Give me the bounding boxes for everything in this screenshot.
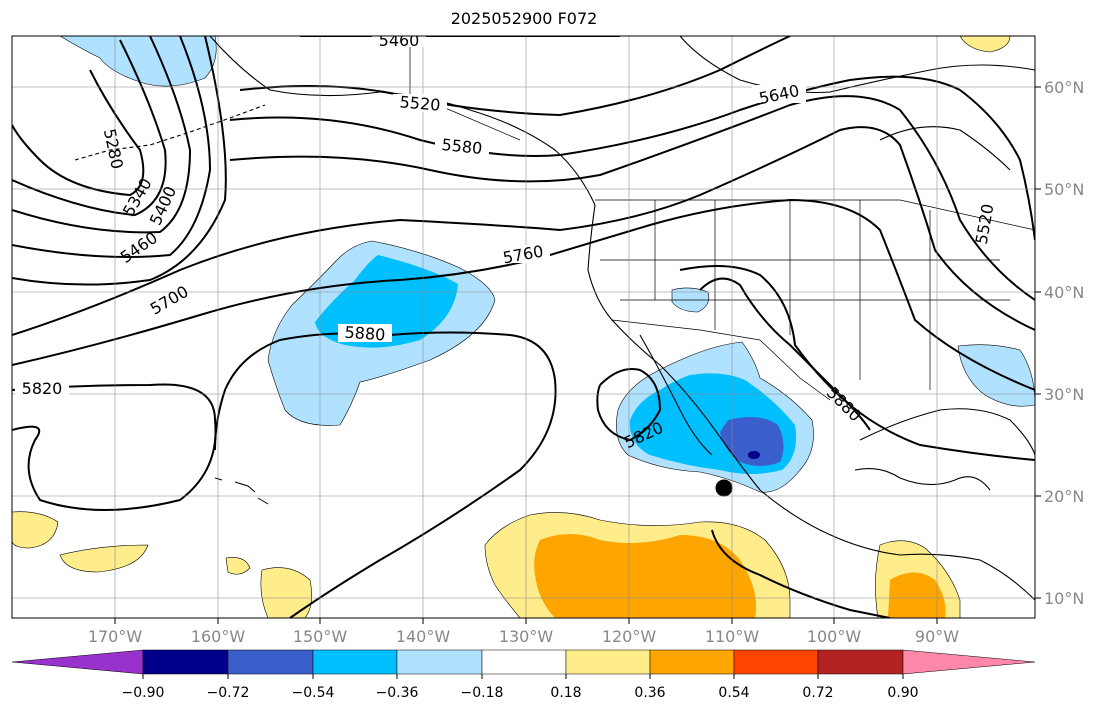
height-contours bbox=[12, 36, 1035, 618]
positive-anomaly-west bbox=[12, 511, 59, 549]
colorbar-tick-label: −0.72 bbox=[207, 685, 250, 701]
colorbar-ticks: −0.90 −0.72 −0.54 −0.36 −0.18 0.18 0.36 … bbox=[122, 674, 919, 701]
colorbar-segment bbox=[227, 649, 314, 675]
positive-anomaly-small bbox=[225, 557, 251, 575]
colorbar-tick-label: −0.18 bbox=[461, 685, 504, 701]
contour-5400 bbox=[12, 36, 192, 234]
contour-5580 bbox=[229, 75, 1035, 241]
colorbar-segment bbox=[142, 649, 229, 675]
positive-anomaly-east-pacific-core bbox=[534, 534, 756, 618]
colorbar-tick-label: −0.54 bbox=[292, 685, 335, 701]
colorbar-segment bbox=[396, 649, 483, 675]
contour-5760 bbox=[12, 198, 1035, 391]
colorbar-tick-label: 0.54 bbox=[718, 685, 749, 701]
north-america-west-coast bbox=[587, 204, 1035, 601]
gulf-coast bbox=[859, 408, 1035, 456]
contour-5820 bbox=[12, 265, 1035, 511]
contour-5340 bbox=[12, 39, 167, 217]
contour-label: 5580 bbox=[441, 135, 483, 158]
colorbar-segment bbox=[649, 649, 735, 675]
negative-anomaly-mexico-max bbox=[748, 451, 760, 459]
contour-labels: 5460 5520 5580 5640 5280 5340 5400 5460 … bbox=[15, 31, 997, 452]
us-canada-border bbox=[595, 199, 1035, 231]
lat-tick-label: 50°N bbox=[1044, 180, 1084, 199]
contour-label: 5520 bbox=[399, 92, 441, 114]
lat-tick-label: 20°N bbox=[1044, 487, 1084, 506]
lon-tick-label: 120°W bbox=[602, 627, 657, 646]
map-area: 5460 5520 5580 5640 5280 5340 5400 5460 … bbox=[12, 31, 1035, 618]
colorbar-tick-label: 0.72 bbox=[802, 685, 833, 701]
positive-anomaly-dateline bbox=[59, 544, 149, 573]
colorbar-extend-high bbox=[902, 649, 1036, 675]
contour-label: 5460 bbox=[379, 31, 420, 50]
contour-5700 bbox=[12, 126, 1035, 336]
colorbar-segment bbox=[312, 649, 398, 675]
contour-5640 bbox=[229, 95, 1035, 301]
aleutians bbox=[74, 104, 266, 161]
negative-anomaly-mexico-strong bbox=[720, 416, 784, 466]
lon-tick-label: 140°W bbox=[396, 627, 451, 646]
lon-tick-label: 110°W bbox=[705, 627, 760, 646]
hawaii-islands bbox=[214, 477, 269, 505]
lon-tick-label: 150°W bbox=[293, 627, 348, 646]
lon-tick-label: 100°W bbox=[807, 627, 862, 646]
lon-tick-label: 90°W bbox=[915, 627, 959, 646]
islands bbox=[214, 477, 733, 505]
lon-tick-label: 130°W bbox=[499, 627, 554, 646]
lon-tick-label: 170°W bbox=[88, 627, 143, 646]
colorbar-segment bbox=[481, 649, 567, 675]
contour-label: 5820 bbox=[22, 379, 63, 398]
colorbar-tick-label: 0.90 bbox=[887, 685, 918, 701]
colorbar-extend-low bbox=[11, 649, 144, 675]
lat-tick-label: 10°N bbox=[1044, 589, 1084, 608]
lat-tick-label: 60°N bbox=[1044, 78, 1084, 97]
colorbar-tick-label: −0.90 bbox=[122, 685, 165, 701]
graticule bbox=[12, 36, 1035, 618]
contour-5280 bbox=[12, 69, 145, 197]
us-mexico-border bbox=[611, 319, 831, 401]
contour-5460-west bbox=[12, 36, 212, 259]
hudson-bay bbox=[879, 126, 1011, 171]
map-frame bbox=[11, 35, 1036, 619]
map-title: 2025052900 F072 bbox=[450, 9, 598, 28]
lon-tick-label: 160°W bbox=[191, 627, 246, 646]
colorbar-segment bbox=[565, 649, 651, 675]
positive-anomaly-hudson bbox=[959, 36, 1011, 53]
lat-tick-label: 30°N bbox=[1044, 385, 1084, 404]
colorbar-tick-label: 0.36 bbox=[634, 685, 665, 701]
colorbar bbox=[11, 649, 1036, 675]
political-borders bbox=[409, 36, 1035, 401]
colorbar-tick-label: −0.36 bbox=[376, 685, 419, 701]
contour-5880-ridge bbox=[214, 331, 557, 618]
lat-axis: 60°N 50°N 40°N 30°N 20°N 10°N bbox=[1035, 78, 1084, 608]
negative-anomaly-gulf-coast bbox=[957, 344, 1035, 407]
island-marker bbox=[715, 479, 733, 497]
lat-tick-label: 40°N bbox=[1044, 283, 1084, 302]
yucatan bbox=[854, 468, 991, 491]
positive-anomaly-hawaii-south bbox=[260, 567, 312, 618]
positive-anomaly-south-mexico-core bbox=[888, 572, 946, 618]
colorbar-segment bbox=[817, 649, 904, 675]
canada-arctic bbox=[679, 36, 1035, 94]
baja-california bbox=[639, 334, 713, 456]
lon-axis: 170°W 160°W 150°W 140°W 130°W 120°W 110°… bbox=[88, 618, 959, 646]
colorbar-tick-label: 0.18 bbox=[550, 685, 581, 701]
contour-label: 5880 bbox=[344, 323, 386, 345]
contour-5520 bbox=[12, 36, 791, 286]
contour-5880-mexico bbox=[699, 277, 891, 618]
colorbar-segment bbox=[733, 649, 819, 675]
